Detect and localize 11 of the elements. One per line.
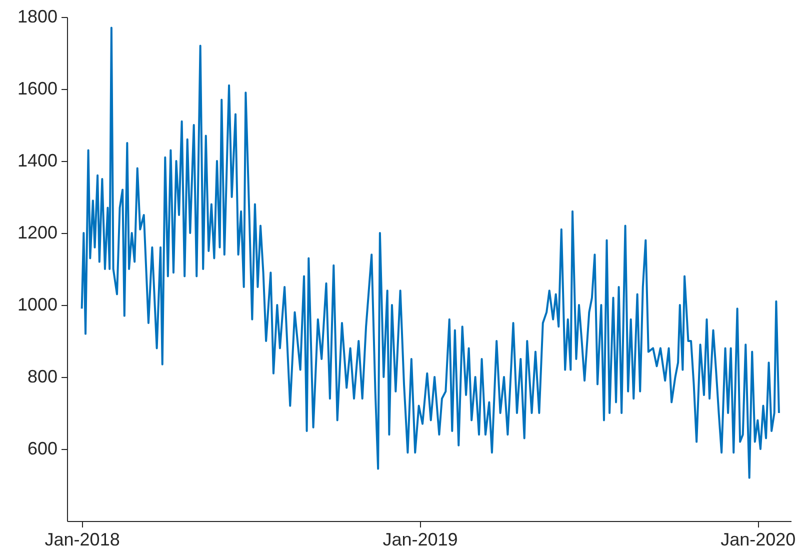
y-tick-label: 1800 xyxy=(17,6,58,26)
y-tick-label: 1400 xyxy=(17,150,58,170)
x-tick-label: Jan-2018 xyxy=(44,530,120,550)
y-tick-label: 1200 xyxy=(17,222,58,242)
y-tick-label: 600 xyxy=(27,438,58,458)
x-tick-label: Jan-2019 xyxy=(382,530,458,550)
y-tick-label: 1600 xyxy=(17,78,58,98)
x-tick-label: Jan-2020 xyxy=(720,530,796,550)
y-tick-label: 800 xyxy=(27,366,58,386)
line-series xyxy=(80,26,780,479)
y-tick-label: 1000 xyxy=(17,294,58,314)
